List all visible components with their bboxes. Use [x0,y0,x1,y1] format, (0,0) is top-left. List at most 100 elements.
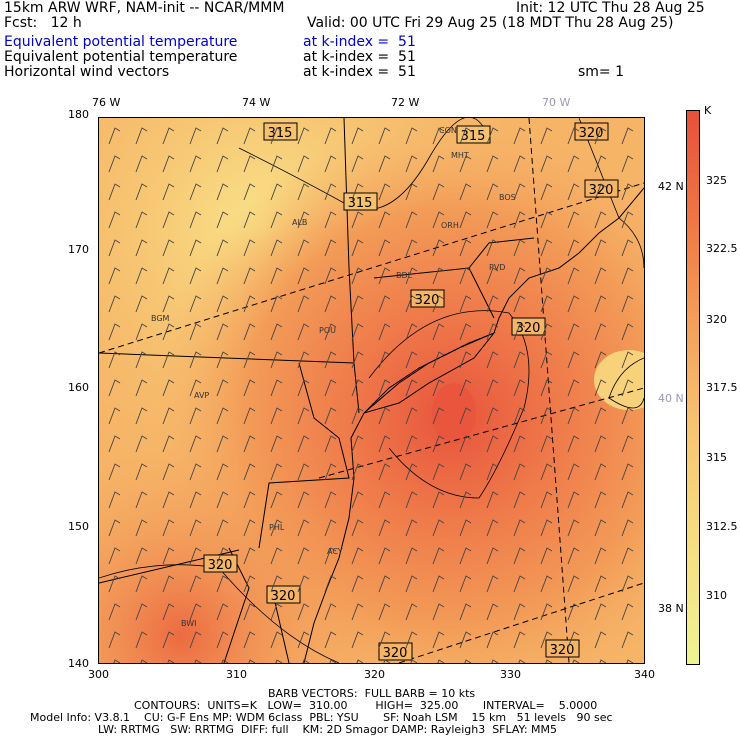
wind-barb [351,127,364,145]
wind-barb [351,155,364,173]
wind-barb [216,491,229,509]
wind-barb [513,267,526,285]
contour-label: 320 [271,589,296,604]
wind-barb [324,295,337,313]
wind-barb [378,603,391,621]
wind-barb [545,659,553,663]
wind-barb [432,211,445,229]
wind-barb [162,631,175,649]
wind-barb [405,519,418,537]
wind-barb [162,407,175,425]
wind-barb [135,491,148,509]
wind-barb [540,155,553,173]
wind-barb [108,547,121,565]
wind-barb [189,463,202,481]
wind-barb [243,603,256,621]
wind-barb [324,435,337,453]
level-3: at k-index = 51 [303,64,416,80]
wind-barb [108,463,121,481]
lon-label: 74 W [242,96,271,109]
wind-barb [324,631,337,649]
wind-barb [351,519,364,537]
wind-barb [243,547,256,565]
wind-barb [459,295,472,313]
wind-barb [540,575,553,593]
wind-barb [594,519,607,537]
wind-barb [486,379,499,397]
level-1: at k-index = 51 [303,34,416,50]
wind-barb [351,239,364,257]
wind-barb [567,267,580,285]
wind-barb [486,491,499,509]
wind-barb [162,295,175,313]
wind-barb [167,659,175,663]
wind-barb [297,603,310,621]
wind-barb [108,211,121,229]
wind-barb [594,127,607,145]
wind-barb [540,547,553,565]
valid-time: Valid: 00 UTC Fri 29 Aug 25 (18 MDT Thu … [307,15,674,31]
wind-barb [626,659,634,663]
wind-barb [513,547,526,565]
wind-barb [162,547,175,565]
wind-barb [491,659,499,663]
wind-barb [567,351,580,369]
wind-barb [270,295,283,313]
wind-barb [297,155,310,173]
x-tick: 300 [88,668,109,681]
station-label: CON [439,126,457,135]
wind-barb [324,407,337,425]
wind-barb [567,435,580,453]
wind-barb [567,155,580,173]
wind-barb [486,435,499,453]
wind-barb [108,127,121,145]
wind-barb [189,379,202,397]
wind-barb [459,379,472,397]
wind-barb [594,407,607,425]
wind-barb [135,323,148,341]
wind-barb [513,631,526,649]
contour-label-group: 315 315 315 320 320 320 320 320 320 320 … [203,122,619,661]
wind-barb [540,295,553,313]
wind-barb [270,155,283,173]
colorbar-label: 322.5 [706,242,738,255]
wind-barb [243,267,256,285]
wind-barb [135,463,148,481]
wind-barb [108,519,121,537]
wind-barb [243,351,256,369]
wind-barb [270,575,283,593]
wind-barb [162,239,175,257]
wind-barb [540,183,553,201]
wind-barb [621,631,634,649]
wind-barb [351,267,364,285]
wind-barb [297,463,310,481]
wind-barb [135,435,148,453]
wind-barb [108,379,121,397]
wind-barb [243,631,256,649]
wind-barb [567,407,580,425]
station-label: BGM [151,314,170,323]
wind-barb [621,155,634,173]
wind-barb [405,435,418,453]
wind-barb [243,435,256,453]
wind-barb [243,463,256,481]
wind-barb [486,407,499,425]
wind-barb [459,239,472,257]
wind-barb [621,267,634,285]
wind-barb [567,463,580,481]
wind-barb [297,351,310,369]
wind-barb [324,323,337,341]
x-tick: 340 [634,668,655,681]
contour-label: 320 [579,126,604,141]
wind-barb [594,631,607,649]
wind-barb [351,603,364,621]
wind-barb [459,211,472,229]
station-label: AVP [194,391,209,400]
contour-label: 320 [383,646,408,661]
wind-barb [540,519,553,537]
wind-barb [135,547,148,565]
wind-barb [351,323,364,341]
contours [99,118,644,663]
wind-barb [432,547,445,565]
wind-barb [621,379,634,397]
